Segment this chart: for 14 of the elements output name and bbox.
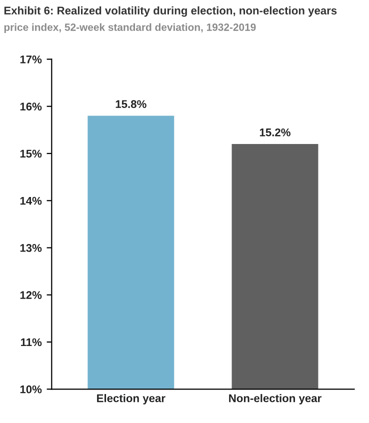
chart-title: Exhibit 6: Realized volatility during election, non-election years <box>4 6 337 17</box>
x-tick-label: Election year <box>97 394 166 404</box>
y-tick-label: 12% <box>20 291 42 300</box>
y-tick-label: 16% <box>20 102 42 110</box>
y-tick-label: 13% <box>20 244 42 252</box>
y-tick-label: 10% <box>20 385 42 394</box>
y-tick-label: 15% <box>20 150 42 158</box>
chart-subtitle: price index, 52-week standard deviation, 1932-2019 <box>4 23 256 33</box>
y-tick-label: 17% <box>20 56 42 64</box>
y-tick-label: 11% <box>21 338 42 346</box>
data-label: 15.2% <box>260 128 290 136</box>
y-tick-label: 14% <box>20 196 42 205</box>
x-tick-label: Non-election year <box>229 394 322 404</box>
data-label: 15.8% <box>116 100 146 108</box>
